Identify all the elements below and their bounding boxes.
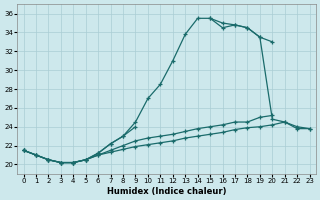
X-axis label: Humidex (Indice chaleur): Humidex (Indice chaleur) (107, 187, 226, 196)
